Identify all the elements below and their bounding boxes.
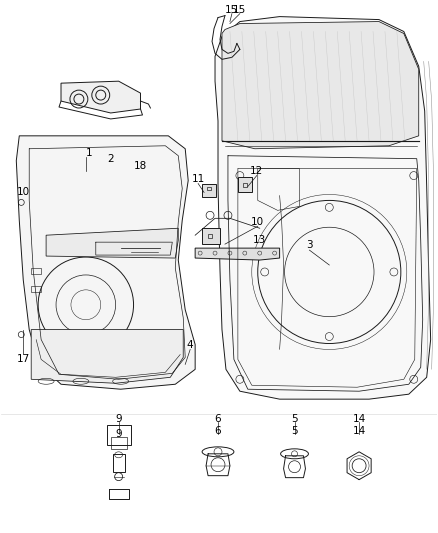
Bar — [243, 182, 247, 187]
Polygon shape — [195, 248, 279, 260]
Text: 13: 13 — [253, 235, 266, 245]
Text: 6: 6 — [215, 426, 221, 436]
Text: 5: 5 — [291, 426, 298, 436]
Bar — [31, 286, 41, 292]
Text: 9: 9 — [115, 429, 122, 439]
Polygon shape — [61, 81, 141, 113]
Text: 9: 9 — [115, 414, 122, 424]
Bar — [111, 437, 127, 449]
Text: 1: 1 — [85, 148, 92, 158]
Text: 17: 17 — [17, 354, 30, 365]
Polygon shape — [31, 329, 183, 383]
Text: 14: 14 — [353, 426, 366, 436]
Polygon shape — [46, 228, 178, 258]
Polygon shape — [16, 136, 195, 389]
Text: 10: 10 — [17, 188, 30, 197]
Text: 4: 4 — [187, 340, 194, 350]
Polygon shape — [202, 183, 216, 197]
Polygon shape — [202, 228, 220, 244]
Text: 6: 6 — [215, 414, 221, 424]
Polygon shape — [222, 21, 419, 149]
Polygon shape — [238, 176, 252, 192]
Text: 2: 2 — [107, 154, 114, 164]
Bar — [31, 268, 41, 274]
Polygon shape — [215, 17, 431, 399]
Text: 14: 14 — [353, 414, 366, 424]
Bar — [208, 234, 212, 238]
Bar — [113, 454, 124, 472]
Bar — [207, 187, 211, 190]
Bar — [107, 425, 131, 445]
Text: 15: 15 — [233, 5, 247, 14]
Text: 11: 11 — [191, 174, 205, 183]
Text: 18: 18 — [134, 160, 147, 171]
Text: 3: 3 — [306, 240, 313, 250]
Text: 12: 12 — [250, 166, 263, 175]
Text: 15: 15 — [225, 5, 239, 14]
Text: 5: 5 — [291, 414, 298, 424]
Text: 10: 10 — [251, 217, 264, 227]
